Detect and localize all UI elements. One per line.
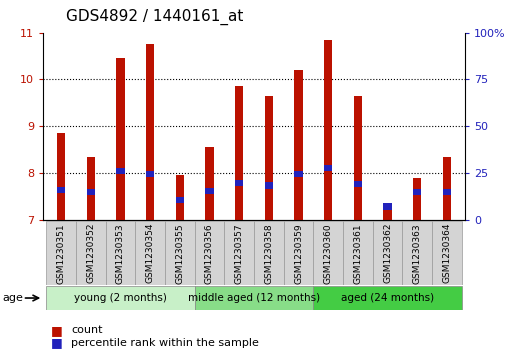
Text: young (2 months): young (2 months) [74,293,167,303]
Bar [413,188,422,195]
Text: GSM1230357: GSM1230357 [235,223,244,284]
Text: GSM1230356: GSM1230356 [205,223,214,284]
Bar [324,40,332,220]
Text: GSM1230359: GSM1230359 [294,223,303,284]
Text: percentile rank within the sample: percentile rank within the sample [71,338,259,348]
Text: GSM1230352: GSM1230352 [86,223,95,284]
Bar [146,44,154,220]
Bar [354,96,362,220]
Bar [294,70,303,220]
Bar [86,156,95,220]
Text: GSM1230364: GSM1230364 [442,223,452,284]
Bar [46,221,76,285]
Bar [354,180,362,187]
Bar [294,171,303,177]
Text: GDS4892 / 1440161_at: GDS4892 / 1440161_at [66,9,243,25]
Bar [443,188,451,195]
Bar [283,221,313,285]
Text: aged (24 months): aged (24 months) [341,293,434,303]
Text: middle aged (12 months): middle aged (12 months) [188,293,320,303]
Text: GSM1230360: GSM1230360 [324,223,333,284]
Text: GSM1230362: GSM1230362 [383,223,392,284]
Text: GSM1230358: GSM1230358 [264,223,273,284]
Bar [235,180,243,186]
Bar [146,171,154,177]
Bar [46,286,195,310]
Bar [176,175,184,220]
Bar [57,133,65,220]
Bar [205,147,214,220]
Bar [57,187,65,193]
Bar [413,178,422,220]
Bar [384,204,392,209]
Bar [205,188,214,194]
Bar [195,221,225,285]
Bar [432,221,462,285]
Bar [265,96,273,220]
Text: count: count [71,325,103,335]
Bar [225,221,254,285]
Bar [86,188,95,195]
Bar [443,156,451,220]
Bar [324,165,332,171]
Bar [116,58,124,220]
Bar [265,183,273,188]
Text: ■: ■ [51,324,62,337]
Bar [176,197,184,203]
Text: ■: ■ [51,337,62,350]
Text: age: age [3,293,23,303]
Bar [373,221,402,285]
Bar [384,203,392,220]
Text: GSM1230354: GSM1230354 [146,223,154,284]
Bar [135,221,165,285]
Bar [343,221,373,285]
Bar [235,86,243,220]
Text: GSM1230351: GSM1230351 [56,223,66,284]
Text: GSM1230363: GSM1230363 [413,223,422,284]
Bar [106,221,135,285]
Text: GSM1230355: GSM1230355 [175,223,184,284]
Bar [195,286,313,310]
Bar [402,221,432,285]
Bar [313,221,343,285]
Text: GSM1230353: GSM1230353 [116,223,125,284]
Bar [313,286,462,310]
Text: GSM1230361: GSM1230361 [354,223,362,284]
Bar [76,221,106,285]
Bar [165,221,195,285]
Bar [116,167,124,174]
Bar [254,221,283,285]
